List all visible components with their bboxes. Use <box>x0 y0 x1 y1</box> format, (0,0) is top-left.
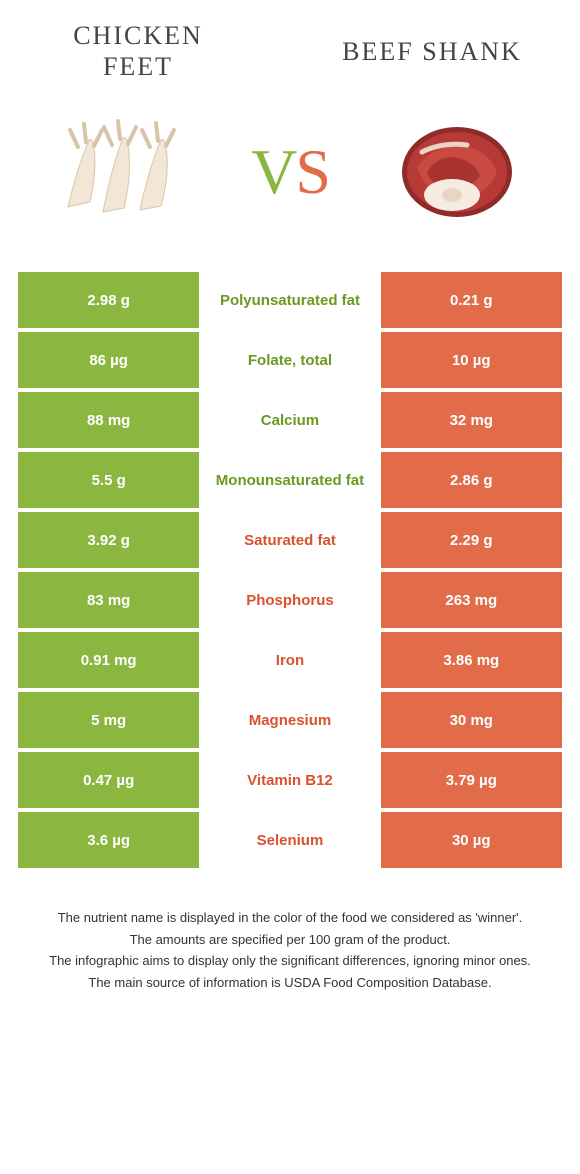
nutrient-label: Calcium <box>199 392 380 448</box>
table-row: 88 mgCalcium32 mg <box>18 392 562 448</box>
value-left: 0.47 µg <box>18 752 199 808</box>
value-right: 2.86 g <box>381 452 562 508</box>
value-left: 88 mg <box>18 392 199 448</box>
value-right: 263 mg <box>381 572 562 628</box>
footer-notes: The nutrient name is displayed in the co… <box>18 908 562 992</box>
hero-row: VS <box>18 112 562 272</box>
value-left: 83 mg <box>18 572 199 628</box>
nutrient-label: Polyunsaturated fat <box>199 272 380 328</box>
value-left: 3.6 µg <box>18 812 199 868</box>
table-row: 83 mgPhosphorus263 mg <box>18 572 562 628</box>
nutrient-table: 2.98 gPolyunsaturated fat0.21 g86 µgFola… <box>18 272 562 868</box>
table-row: 0.47 µgVitamin B123.79 µg <box>18 752 562 808</box>
value-left: 0.91 mg <box>18 632 199 688</box>
table-row: 5.5 gMonounsaturated fat2.86 g <box>18 452 562 508</box>
value-left: 5.5 g <box>18 452 199 508</box>
footer-line-3: The infographic aims to display only the… <box>38 951 542 971</box>
beef-shank-image <box>382 112 532 232</box>
value-right: 32 mg <box>381 392 562 448</box>
vs-label: VS <box>251 135 329 209</box>
title-left: Chicken feet <box>48 20 228 82</box>
nutrient-label: Saturated fat <box>199 512 380 568</box>
vs-s: S <box>295 136 329 207</box>
footer-line-1: The nutrient name is displayed in the co… <box>38 908 542 928</box>
header-row: Chicken feet Beef shank <box>18 20 562 82</box>
nutrient-label: Iron <box>199 632 380 688</box>
value-right: 30 µg <box>381 812 562 868</box>
nutrient-label: Vitamin B12 <box>199 752 380 808</box>
value-left: 2.98 g <box>18 272 199 328</box>
nutrient-label: Monounsaturated fat <box>199 452 380 508</box>
vs-v: V <box>251 136 295 207</box>
footer-line-2: The amounts are specified per 100 gram o… <box>38 930 542 950</box>
value-right: 10 µg <box>381 332 562 388</box>
table-row: 86 µgFolate, total10 µg <box>18 332 562 388</box>
value-right: 2.29 g <box>381 512 562 568</box>
value-left: 86 µg <box>18 332 199 388</box>
nutrient-label: Selenium <box>199 812 380 868</box>
value-left: 5 mg <box>18 692 199 748</box>
table-row: 0.91 mgIron3.86 mg <box>18 632 562 688</box>
value-right: 3.79 µg <box>381 752 562 808</box>
table-row: 3.6 µgSelenium30 µg <box>18 812 562 868</box>
nutrient-label: Phosphorus <box>199 572 380 628</box>
chicken-feet-image <box>48 112 198 232</box>
table-row: 2.98 gPolyunsaturated fat0.21 g <box>18 272 562 328</box>
value-right: 3.86 mg <box>381 632 562 688</box>
value-right: 30 mg <box>381 692 562 748</box>
footer-line-4: The main source of information is USDA F… <box>38 973 542 993</box>
table-row: 3.92 gSaturated fat2.29 g <box>18 512 562 568</box>
value-right: 0.21 g <box>381 272 562 328</box>
title-right: Beef shank <box>332 36 532 67</box>
nutrient-label: Folate, total <box>199 332 380 388</box>
table-row: 5 mgMagnesium30 mg <box>18 692 562 748</box>
nutrient-label: Magnesium <box>199 692 380 748</box>
infographic-container: Chicken feet Beef shank VS <box>0 0 580 1014</box>
value-left: 3.92 g <box>18 512 199 568</box>
